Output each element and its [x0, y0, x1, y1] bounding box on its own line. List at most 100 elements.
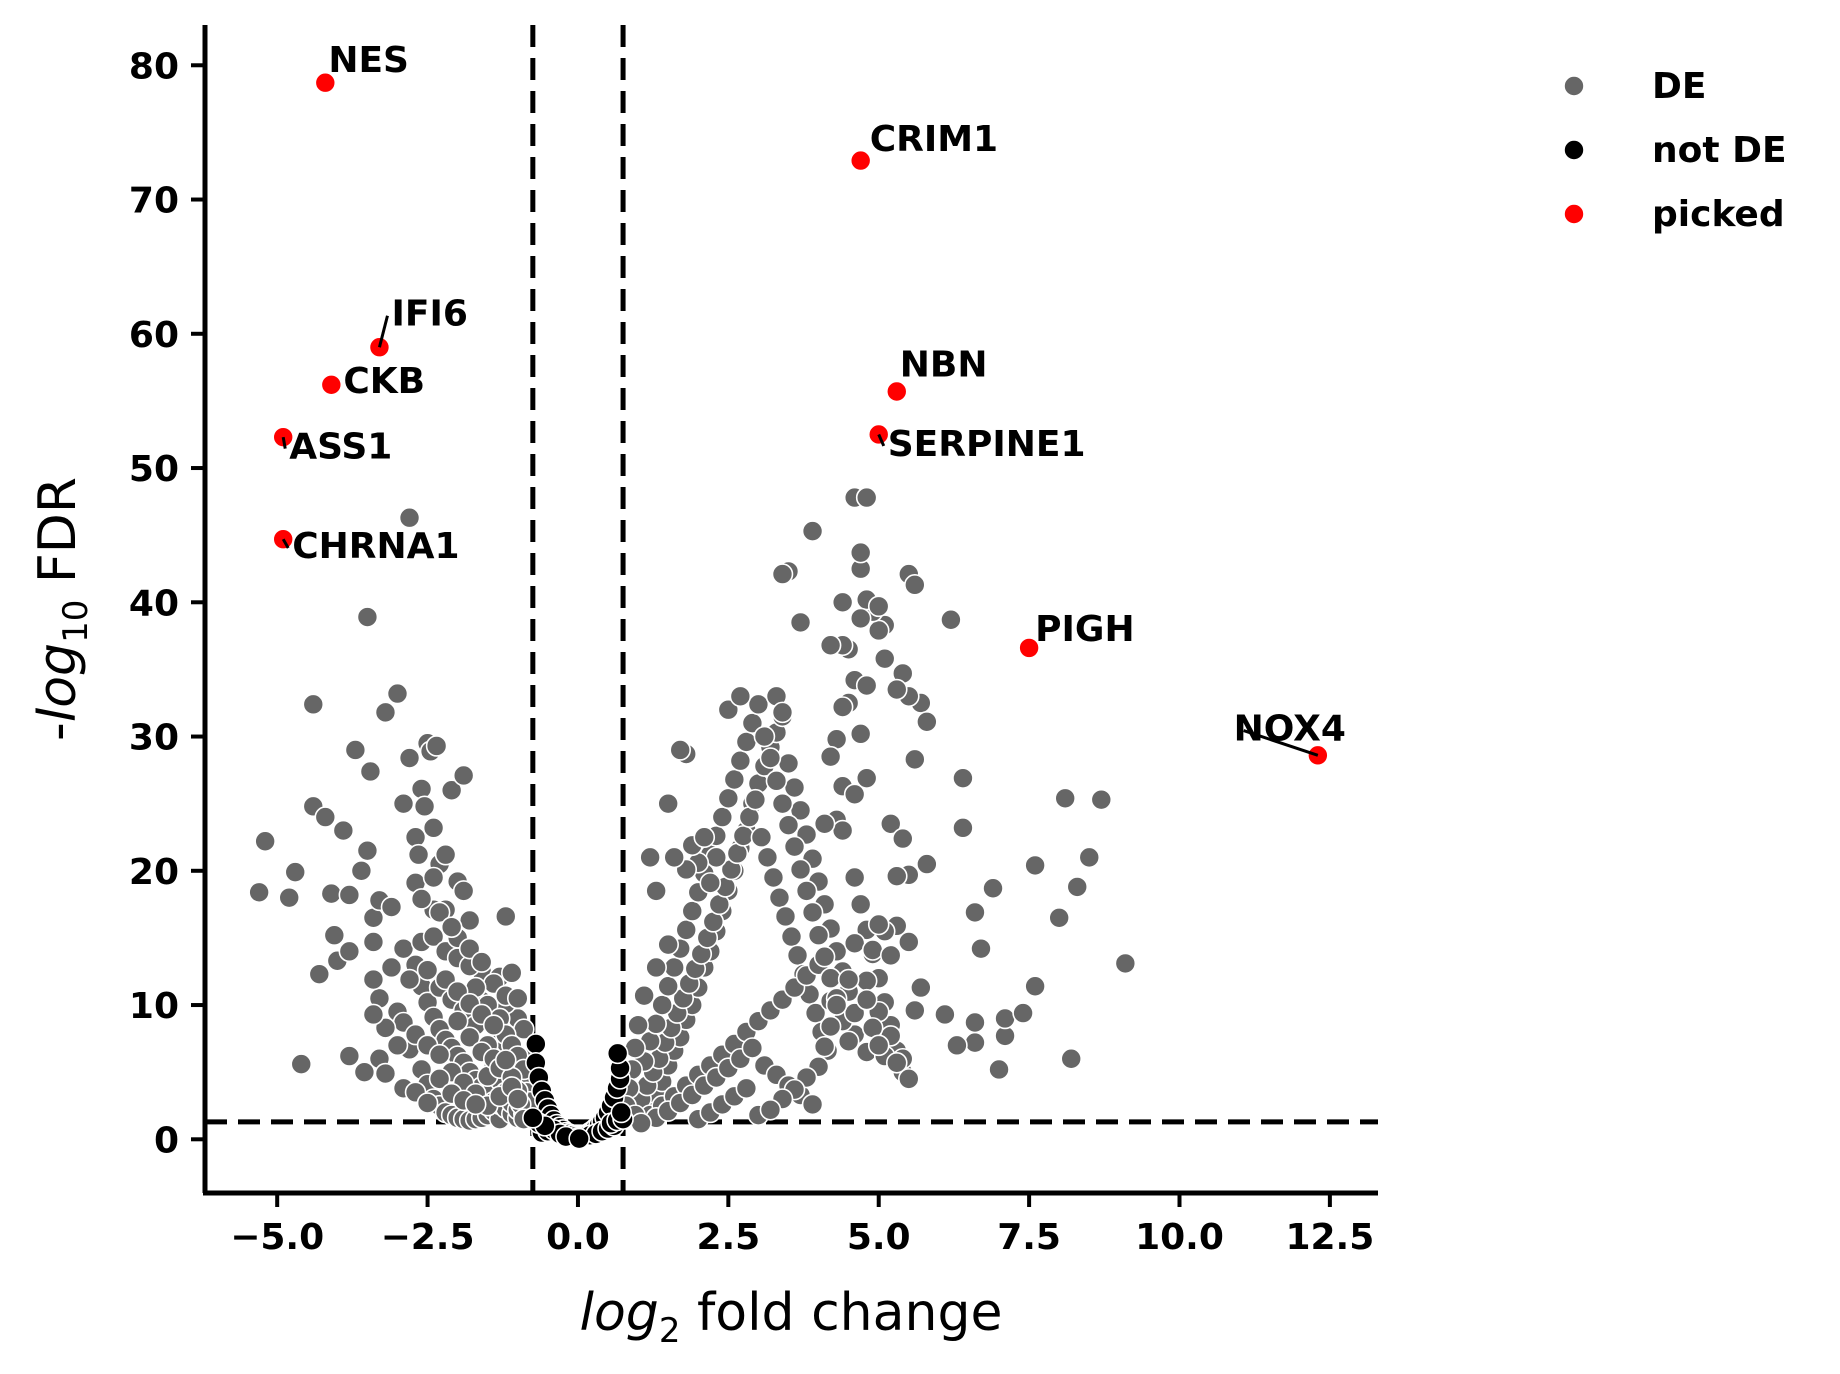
legend-marker-not-de	[1563, 139, 1585, 161]
de-point	[819, 1015, 842, 1038]
de-point	[630, 1112, 652, 1134]
de-point	[747, 693, 770, 716]
de-point	[774, 905, 797, 928]
de-point	[723, 768, 746, 791]
de-point	[849, 541, 872, 564]
not-de-point	[568, 1127, 590, 1150]
axes	[202, 25, 1378, 1196]
y-tick-label: 10	[129, 986, 179, 1027]
de-point	[338, 884, 361, 906]
de-point	[777, 752, 800, 775]
de-point	[741, 1037, 764, 1059]
de-point	[693, 826, 716, 849]
y-tick-label: 50	[129, 449, 179, 490]
de-point	[837, 1030, 860, 1053]
de-point	[356, 606, 379, 628]
picked-point	[1018, 637, 1040, 659]
de-point	[410, 778, 433, 800]
de-point	[952, 767, 974, 789]
de-point	[735, 1077, 758, 1100]
y-tick-label: 70	[129, 181, 179, 222]
de-point	[374, 1062, 397, 1085]
de-point	[1048, 906, 1070, 929]
y-ticks: 0 10 20 30 40 50 60 70 80	[129, 46, 205, 1161]
de-point	[1012, 1002, 1034, 1024]
de-point	[964, 901, 986, 924]
de-point	[362, 931, 385, 953]
de-point	[855, 767, 878, 789]
de-point	[952, 817, 974, 839]
de-point	[771, 701, 794, 724]
de-point	[1114, 952, 1137, 975]
de-point	[290, 1053, 313, 1075]
de-point	[374, 1017, 397, 1039]
de-point	[885, 678, 908, 701]
de-point	[663, 956, 686, 979]
de-point	[645, 956, 667, 979]
de-point	[783, 835, 806, 858]
de-point	[771, 792, 794, 815]
de-point	[843, 783, 866, 806]
de-point	[1024, 975, 1046, 998]
de-point	[500, 962, 523, 984]
x-axis-title-subscript: 2	[659, 1311, 681, 1351]
de-point	[284, 861, 307, 883]
de-point	[789, 858, 812, 881]
de-point	[831, 696, 854, 718]
de-point	[916, 853, 938, 875]
not-de-point	[606, 1042, 629, 1065]
de-point	[1054, 787, 1076, 810]
de-point	[338, 940, 361, 963]
de-point	[891, 827, 914, 850]
de-point	[717, 787, 740, 810]
annotation-leader-ifi6	[377, 315, 389, 348]
de-point	[711, 806, 734, 828]
de-point	[873, 647, 896, 670]
x-tick-label: 10.0	[1135, 1217, 1224, 1258]
de-point	[359, 760, 382, 783]
de-point	[416, 959, 439, 981]
de-point	[470, 951, 493, 973]
de-point	[780, 925, 803, 948]
de-point	[831, 819, 854, 842]
legend-label-not-de: not DE	[1652, 130, 1787, 171]
de-point	[801, 901, 824, 924]
gene-label-ifi6: IFI6	[391, 294, 467, 335]
de-point	[458, 909, 481, 932]
de-point	[332, 819, 355, 842]
de-point	[879, 944, 902, 967]
de-point	[338, 1045, 361, 1067]
de-point	[669, 739, 692, 761]
de-point	[639, 846, 661, 869]
de-point	[849, 723, 872, 745]
de-point	[1060, 1047, 1083, 1070]
de-point	[428, 1043, 451, 1066]
x-tick-label: 7.5	[997, 1217, 1061, 1258]
legend-label-picked: picked	[1652, 194, 1785, 235]
y-axis-title-prefix: -	[28, 722, 88, 741]
de-point	[777, 814, 800, 836]
gene-label-nes: NES	[328, 40, 409, 81]
de-point	[1066, 876, 1089, 898]
de-point	[855, 674, 878, 697]
gene-label-crim1: CRIM1	[870, 119, 998, 160]
annotation-leader-nox4	[1243, 729, 1319, 757]
x-axis-title-rest: fold change	[680, 1283, 1002, 1343]
y-axis-title-math: log	[28, 643, 88, 722]
de-point	[729, 685, 752, 708]
gene-label-nbn: NBN	[900, 345, 988, 386]
de-point	[867, 913, 890, 936]
de-point	[344, 739, 367, 761]
de-point	[717, 698, 740, 721]
de-point	[762, 866, 785, 889]
de-point	[994, 1007, 1016, 1030]
de-point	[416, 1092, 439, 1114]
de-point	[765, 770, 788, 792]
de-point	[855, 970, 878, 992]
threshold-lines	[205, 25, 1378, 1193]
de-point	[982, 877, 1004, 900]
picked-point	[849, 149, 872, 172]
de-point	[681, 900, 704, 922]
de-point	[819, 634, 842, 657]
de-point	[356, 839, 379, 862]
